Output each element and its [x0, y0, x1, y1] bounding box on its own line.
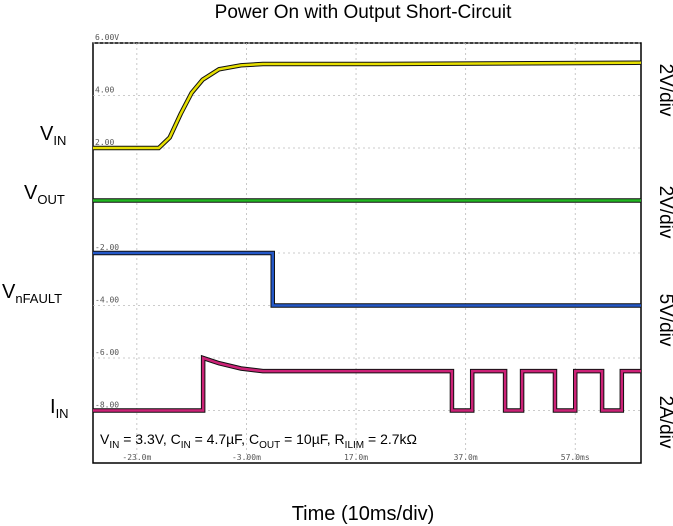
- trace: [93, 356, 641, 412]
- x-tick-label: 17.0m: [344, 453, 368, 462]
- y-tick-label: -2.00: [95, 243, 119, 252]
- annotation: VIN = 3.3V, CIN = 4.7µF, COUT = 10µF, RI…: [100, 431, 417, 451]
- annotation-subscript: OUT: [259, 440, 280, 451]
- x-axis-label: Time (10ms/div): [292, 503, 435, 525]
- channel-subscript: IN: [56, 406, 69, 421]
- x-tick-label: -3.00m: [232, 453, 261, 462]
- channel-label: VIN: [40, 123, 66, 148]
- trace: [93, 251, 641, 307]
- channel-scale: 2A/div: [655, 396, 673, 449]
- x-tick-label: 37.0m: [454, 453, 478, 462]
- chart-title: Power On with Output Short-Circuit: [215, 2, 512, 23]
- channel-label: IIN: [50, 396, 69, 421]
- channel-name: I: [50, 396, 56, 418]
- annotation-text: = 3.3V, C: [119, 431, 180, 447]
- annotation-text: = 4.7µF, C: [191, 431, 259, 447]
- annotation-subscript: ILIM: [345, 440, 364, 451]
- y-tick-label: -8.00: [95, 401, 119, 410]
- x-tick-label: -23.0m: [122, 453, 151, 462]
- channel-scale: 5V/div: [655, 294, 673, 347]
- annotation-subscript: IN: [181, 440, 191, 451]
- channel-name: V: [2, 281, 16, 303]
- y-tick-label: 4.00: [95, 86, 114, 95]
- channel-name: V: [40, 123, 54, 145]
- y-tick-label: 2.00: [95, 138, 114, 147]
- trace: [93, 61, 642, 150]
- y-tick-label: -6.00: [95, 348, 119, 357]
- channel-scale: 2V/div: [655, 186, 673, 239]
- annotation-text: = 2.7kΩ: [364, 431, 417, 447]
- channel-subscript: OUT: [37, 192, 65, 207]
- channel-subscript: IN: [53, 133, 66, 148]
- y-tick-label: -4.00: [95, 296, 119, 305]
- channel-scale: 2V/div: [655, 64, 673, 117]
- annotation-subscript: IN: [109, 440, 119, 451]
- y-tick-label: 6.00V: [95, 33, 119, 42]
- annotation-text: V: [100, 431, 110, 447]
- channel-subscript: nFAULT: [15, 291, 62, 306]
- x-tick-label: 57.0ms: [561, 453, 590, 462]
- channel-label: VOUT: [24, 182, 65, 207]
- channel-name: V: [24, 182, 38, 204]
- annotation-text: = 10µF, R: [280, 431, 344, 447]
- channel-label: VnFAULT: [2, 281, 62, 306]
